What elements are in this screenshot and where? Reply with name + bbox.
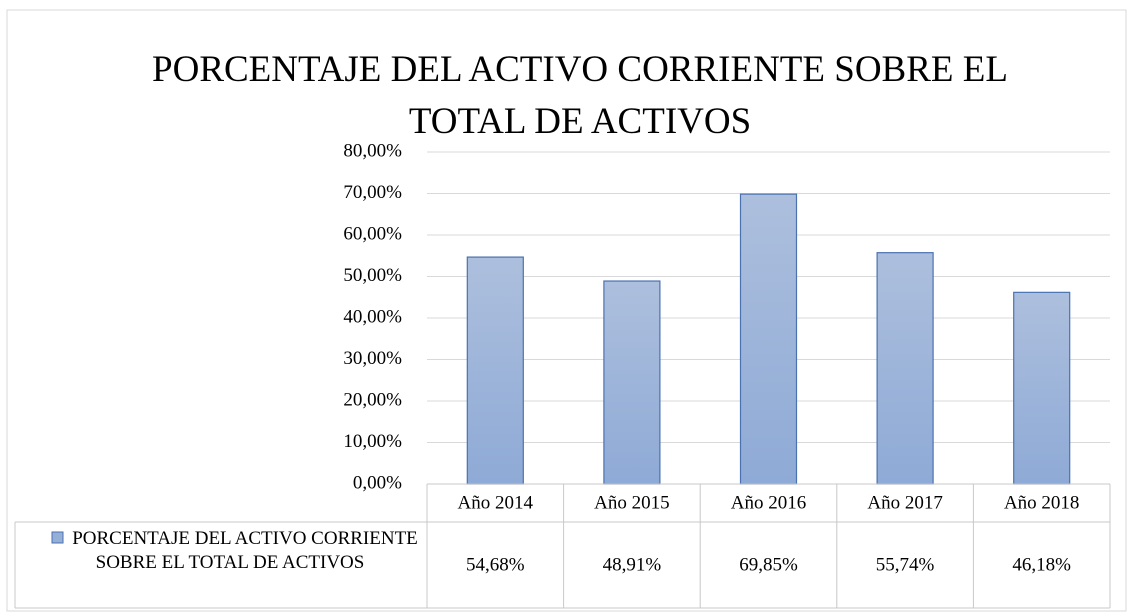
y-tick-label: 20,00% — [343, 389, 402, 410]
chart-border — [6, 9, 1127, 612]
x-tick-label: Año 2018 — [1004, 492, 1079, 513]
bar — [876, 252, 934, 485]
y-tick-label: 0,00% — [353, 472, 402, 493]
data-label: 46,18% — [1012, 554, 1071, 575]
data-label: 55,74% — [876, 554, 935, 575]
bar — [466, 256, 524, 485]
y-tick-label: 10,00% — [343, 431, 402, 452]
x-tick-label: Año 2017 — [867, 492, 942, 513]
bar — [1013, 291, 1071, 485]
x-tick-label: Año 2015 — [594, 492, 669, 513]
data-label: 69,85% — [739, 554, 798, 575]
x-tick-label: Año 2016 — [731, 492, 806, 513]
y-tick-label: 70,00% — [343, 182, 402, 203]
bar — [739, 193, 798, 485]
y-tick-label: 60,00% — [343, 223, 402, 244]
data-label: 54,68% — [466, 554, 525, 575]
data-label: 48,91% — [603, 554, 662, 575]
bar — [603, 280, 661, 485]
legend-entry: PORCENTAJE DEL ACTIVO CORRIENTE SOBRE EL… — [72, 528, 418, 573]
x-tick-label: Año 2014 — [458, 492, 534, 513]
legend-key — [51, 531, 64, 544]
chart-title: PORCENTAJE DEL ACTIVO CORRIENTE SOBRE EL… — [152, 49, 1008, 142]
y-tick-label: 50,00% — [343, 265, 402, 286]
y-tick-label: 30,00% — [343, 348, 402, 369]
y-tick-label: 40,00% — [343, 306, 402, 327]
y-tick-label: 80,00% — [343, 140, 402, 161]
